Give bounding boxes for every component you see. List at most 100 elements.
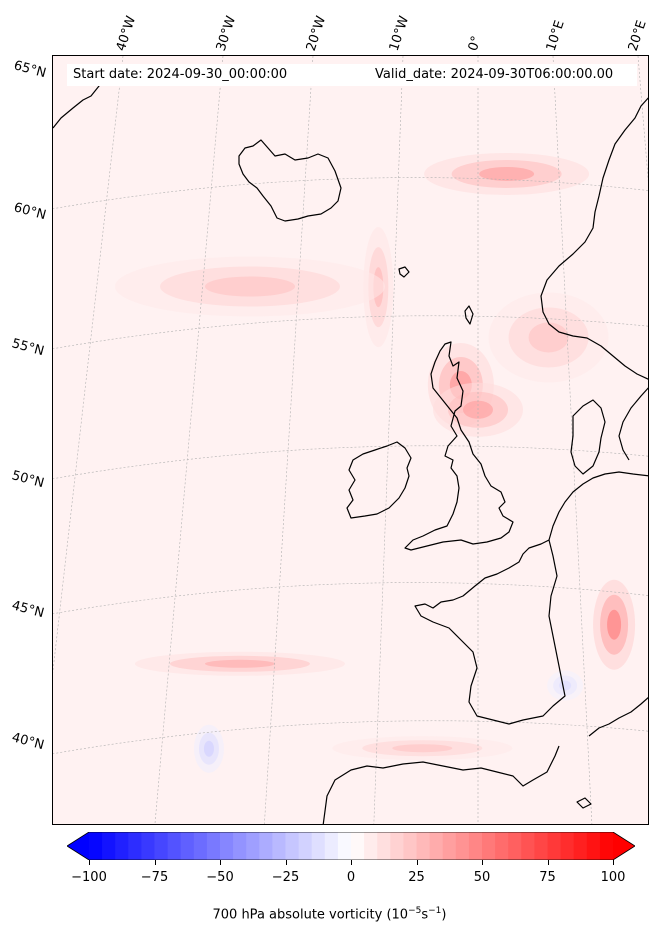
graticule <box>53 56 648 824</box>
colorbar-cell <box>495 832 509 860</box>
colorbar-cell <box>547 832 562 860</box>
colorbar-cell <box>324 832 339 860</box>
colorbar-extend-max <box>613 832 635 860</box>
vorticity-field <box>115 152 636 773</box>
vorticity-blob <box>559 680 572 691</box>
lat-label-40n: 40°N <box>10 730 46 754</box>
colorbar-cell <box>233 832 247 860</box>
lat-label-45n: 45°N <box>10 598 46 622</box>
lat-label-55n: 55°N <box>10 336 46 360</box>
colorbar-tick-label: 50 <box>473 870 491 885</box>
colorbar-cell <box>285 832 300 860</box>
lon-label-20w: 20°W <box>303 14 330 53</box>
colorbar-cells <box>67 832 635 860</box>
colorbar-cell <box>377 832 391 860</box>
colorbar-tick-label: 100 <box>600 870 626 885</box>
coast-iberia <box>322 745 560 824</box>
colorbar-cell <box>534 832 548 860</box>
vorticity-blob <box>392 744 453 753</box>
colorbar-tick-label: −25 <box>271 870 300 885</box>
coast-france <box>414 539 566 725</box>
colorbar-cell <box>508 832 522 860</box>
coast-ireland <box>346 441 412 519</box>
vorticity-blob <box>528 322 569 353</box>
vorticity-blob <box>205 276 295 297</box>
colorbar-cell <box>246 832 260 860</box>
coast-norway <box>540 97 648 380</box>
lat-label-65n: 65°N <box>12 58 48 82</box>
vorticity-blob <box>204 659 275 668</box>
colorbar-label-text: 700 hPa absolute vorticity (10 <box>212 907 409 923</box>
colorbar-cell <box>115 832 129 860</box>
graticule-lat-40 <box>53 720 648 755</box>
coast-great-britain <box>404 341 514 551</box>
colorbar-cell <box>141 832 155 860</box>
date-header <box>67 64 637 86</box>
colorbar-cell <box>429 832 444 860</box>
colorbar-cell <box>337 832 352 860</box>
colorbar-extend-min <box>67 832 89 860</box>
graticule-lat-60 <box>53 177 648 210</box>
colorbar-cell <box>167 832 182 860</box>
colorbar-label-mid: s <box>421 907 429 923</box>
lon-label-10e: 10°E <box>543 18 568 53</box>
colorbar-cell <box>599 832 614 860</box>
colorbar-cell <box>586 832 601 860</box>
colorbar-cell <box>521 832 535 860</box>
colorbar-tick-mark <box>89 860 90 865</box>
colorbar-tick-label: 0 <box>346 870 356 885</box>
colorbar-tick-mark <box>285 860 287 865</box>
colorbar-tick-label: −50 <box>206 870 234 885</box>
lon-label-20e: 20°E <box>625 18 650 53</box>
colorbar-cell <box>180 832 195 860</box>
lon-label-0: 0° <box>465 34 485 53</box>
colorbar-cell <box>468 832 483 860</box>
colorbar-label-end: ) <box>441 907 447 923</box>
colorbar-cell <box>89 832 103 860</box>
lon-label-40w: 40°W <box>113 14 140 53</box>
colorbar <box>67 832 635 860</box>
colorbar-cell <box>403 832 417 860</box>
colorbar-cell <box>259 832 273 860</box>
colorbar-cell <box>220 832 234 860</box>
colorbar-tick-mark <box>220 860 221 865</box>
colorbar-cell <box>573 832 588 860</box>
coast-iceland <box>238 139 342 222</box>
graticule-lat-55 <box>53 315 648 350</box>
lon-label-30w: 30°W <box>213 14 240 53</box>
colorbar-cell <box>311 832 326 860</box>
vorticity-blob <box>203 740 214 757</box>
colorbar-cell <box>455 832 470 860</box>
coast-denmark <box>570 399 606 475</box>
colorbar-label-exp2: −1 <box>428 906 442 916</box>
start-date-label: Start date: 2024-09-30_00:00:00 <box>73 67 288 82</box>
vorticity-blob <box>479 166 535 181</box>
graticule-lon-40w <box>53 56 124 674</box>
colorbar-label: 700 hPa absolute vorticity (10−5s−1) <box>0 906 659 922</box>
colorbar-cell <box>128 832 142 860</box>
colorbar-cell <box>351 832 365 860</box>
colorbar-tick-mark <box>416 860 418 865</box>
colorbar-cell <box>482 832 496 860</box>
graticule-lon-20e <box>637 56 648 182</box>
colorbar-tick-mark <box>547 860 549 865</box>
coast-sweden <box>618 387 648 461</box>
graticule-lon-10w <box>373 56 404 824</box>
graticule-lon-30w <box>154 56 224 824</box>
graticule-lon-20w <box>264 56 314 824</box>
map-panel: Start date: 2024-09-30_00:00:00 Valid_da… <box>52 55 649 825</box>
colorbar-cell <box>416 832 431 860</box>
colorbar-cell <box>206 832 221 860</box>
coast-lowcountries <box>548 471 648 541</box>
colorbar-tick-mark <box>613 860 614 865</box>
colorbar-cell <box>102 832 116 860</box>
lon-label-10w: 10°W <box>386 14 413 53</box>
colorbar-cell <box>364 832 378 860</box>
colorbar-tick-mark <box>482 860 483 865</box>
colorbar-tick-label: 75 <box>539 870 556 885</box>
colorbar-cell <box>298 832 313 860</box>
colorbar-tick-mark <box>154 860 156 865</box>
colorbar-cell <box>193 832 208 860</box>
vorticity-blob <box>607 609 622 640</box>
colorbar-tick-mark <box>351 860 352 865</box>
